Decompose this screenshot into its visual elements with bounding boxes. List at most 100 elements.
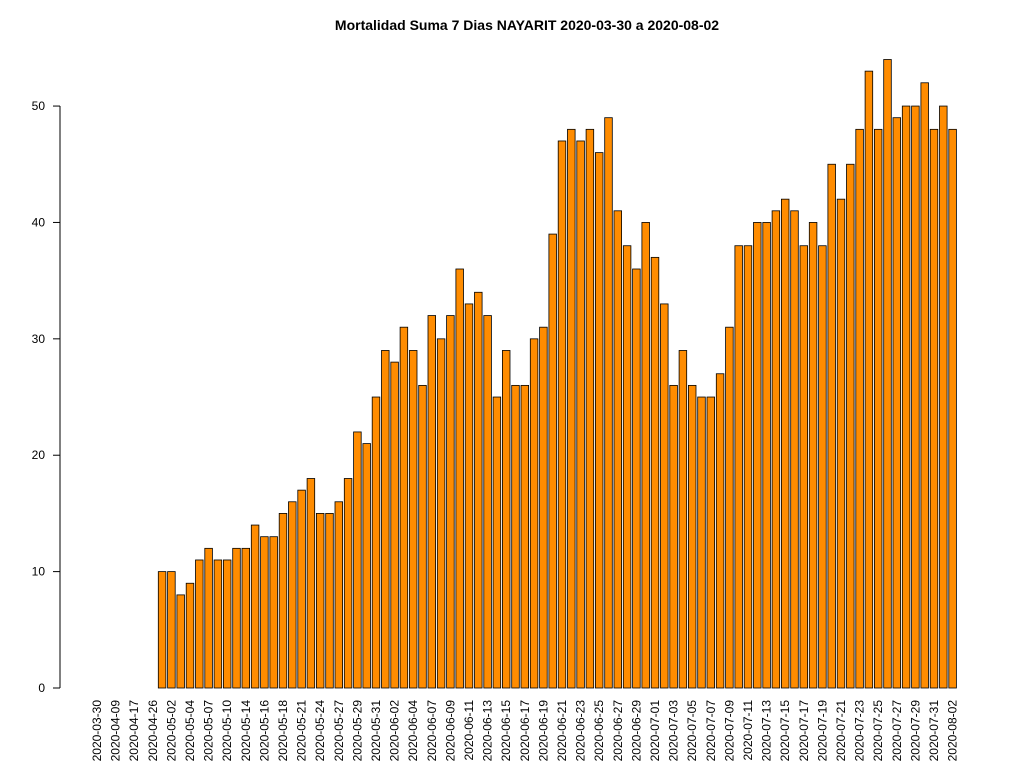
x-tick-label: 2020-06-23	[574, 700, 588, 762]
bar	[743, 245, 753, 689]
bar	[911, 105, 920, 689]
bar	[297, 489, 306, 689]
x-tick-label: 2020-07-03	[667, 700, 681, 762]
bar	[725, 326, 734, 689]
x-tick-label: 2020-03-30	[90, 700, 104, 762]
x-tick-label: 2020-06-29	[629, 700, 643, 762]
bar	[167, 571, 176, 689]
bar	[446, 315, 455, 689]
bar	[278, 513, 288, 689]
bar	[492, 396, 502, 689]
x-tick-label: 2020-05-02	[164, 700, 178, 762]
bar	[381, 350, 390, 689]
x-tick-label: 2020-06-04	[406, 700, 420, 762]
x-tick-label: 2020-05-29	[350, 700, 364, 762]
x-tick-label: 2020-05-31	[369, 700, 383, 762]
bar	[260, 536, 269, 689]
bar	[334, 501, 343, 689]
x-tick-label: 2020-05-10	[220, 700, 234, 762]
bar	[613, 210, 622, 689]
bar	[846, 163, 855, 689]
bar	[864, 70, 874, 689]
bar	[697, 396, 706, 689]
bar	[604, 117, 613, 689]
bar	[483, 315, 492, 689]
bar	[520, 384, 529, 689]
bar	[232, 547, 241, 689]
x-tick-label: 2020-04-26	[146, 700, 160, 762]
bar	[688, 384, 697, 689]
bar	[781, 198, 790, 689]
x-tick-label: 2020-06-11	[462, 700, 476, 761]
bar	[669, 384, 678, 689]
bar	[855, 128, 864, 689]
bar	[771, 210, 781, 689]
bar	[818, 245, 827, 689]
bar	[501, 350, 511, 689]
bar	[948, 128, 957, 689]
bar	[315, 513, 325, 689]
chart-title: Mortalidad Suma 7 Dias NAYARIT 2020-03-3…	[335, 17, 719, 33]
x-tick-label: 2020-06-19	[536, 700, 550, 762]
x-tick-label: 2020-07-09	[722, 700, 736, 762]
x-tick-label: 2020-06-09	[443, 700, 457, 762]
x-tick-label: 2020-05-24	[313, 700, 327, 762]
x-tick-label: 2020-05-16	[257, 700, 271, 762]
bar	[939, 105, 948, 689]
bar	[399, 326, 409, 689]
y-tick-label: 30	[32, 332, 46, 346]
bar	[222, 559, 232, 689]
y-tick-label: 0	[38, 681, 45, 695]
y-tick-label: 50	[32, 99, 46, 113]
x-tick-label: 2020-06-13	[481, 700, 495, 762]
bar	[660, 303, 669, 689]
bar	[883, 59, 892, 689]
x-tick-label: 2020-05-21	[295, 700, 309, 762]
bar	[641, 222, 650, 689]
bar	[790, 210, 799, 689]
bar	[288, 501, 297, 689]
bar	[753, 222, 762, 689]
x-tick-label: 2020-04-17	[127, 700, 141, 762]
bar	[892, 117, 901, 689]
x-tick-label: 2020-05-14	[239, 700, 253, 762]
bar	[408, 350, 418, 689]
x-tick-label: 2020-07-25	[871, 700, 885, 762]
x-tick-label: 2020-07-05	[685, 700, 699, 762]
bar	[195, 559, 204, 689]
x-tick-label: 2020-07-07	[704, 700, 718, 762]
bar	[920, 82, 929, 689]
x-tick-label: 2020-05-27	[332, 700, 346, 762]
bar	[436, 338, 446, 689]
y-tick-label: 40	[32, 215, 46, 229]
bar	[371, 396, 381, 689]
bar	[715, 373, 725, 689]
x-tick-label: 2020-05-04	[183, 700, 197, 762]
bar	[325, 513, 334, 689]
bar	[557, 140, 567, 689]
bar	[539, 326, 548, 689]
bar	[464, 303, 474, 689]
bar	[474, 291, 483, 689]
bar	[306, 478, 316, 689]
bar	[185, 582, 195, 689]
bar	[241, 547, 250, 689]
bar	[595, 152, 604, 689]
bar	[874, 128, 883, 689]
bar	[418, 384, 427, 689]
bar	[390, 361, 399, 689]
bar	[632, 268, 641, 689]
x-tick-label: 2020-07-31	[927, 700, 941, 762]
x-tick-label: 2020-05-18	[276, 700, 290, 762]
x-tick-label: 2020-08-02	[946, 700, 960, 762]
x-tick-label: 2020-07-13	[760, 700, 774, 762]
bar	[585, 128, 595, 689]
bar	[250, 524, 260, 689]
x-tick-label: 2020-07-29	[908, 700, 922, 762]
x-tick-label: 2020-07-15	[778, 700, 792, 762]
x-tick-label: 2020-06-15	[499, 700, 513, 762]
x-tick-label: 2020-05-07	[202, 700, 216, 762]
bar	[548, 233, 557, 689]
x-tick-label: 2020-07-23	[853, 700, 867, 762]
